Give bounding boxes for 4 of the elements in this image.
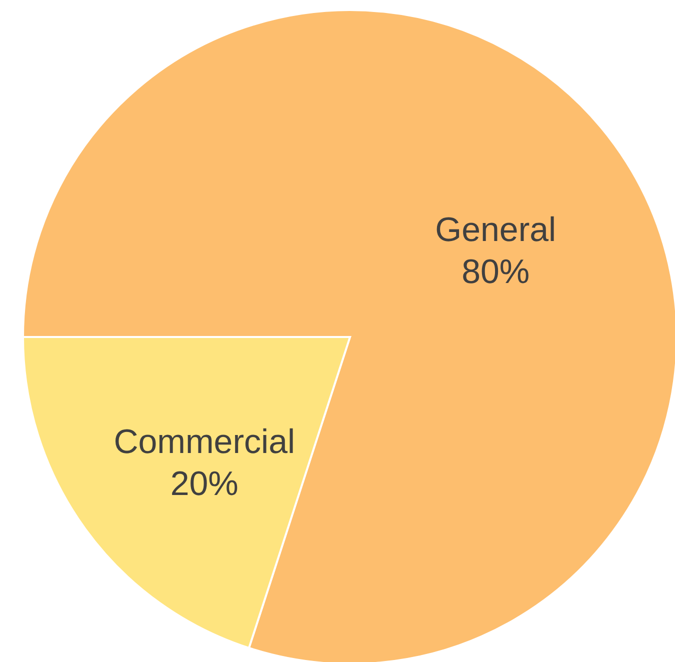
- data-label: 20%: [170, 464, 238, 503]
- slice-label: General: [435, 211, 556, 250]
- slice-label: Commercial: [114, 422, 296, 461]
- data-label: 80%: [462, 253, 530, 292]
